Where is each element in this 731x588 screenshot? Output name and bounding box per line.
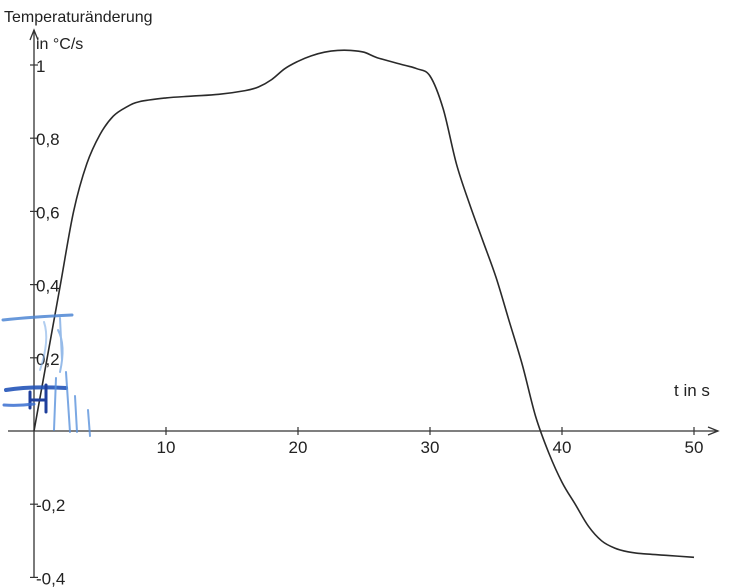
y-tick-label: 0,8: [36, 130, 60, 149]
y-tick-label: 1: [36, 57, 45, 76]
y-axis-arrow: [29, 28, 39, 41]
pen-scribble: [1, 313, 91, 437]
y-tick-label: -0,2: [36, 496, 65, 515]
x-tick-label: 20: [289, 438, 308, 457]
y-tick-label: 0,4: [36, 277, 60, 296]
y-tick-label: 0,6: [36, 203, 60, 222]
x-tick-label: 40: [553, 438, 572, 457]
x-tick-label: 30: [421, 438, 440, 457]
x-tick-label: 10: [157, 438, 176, 457]
x-axis-arrow: [707, 426, 720, 436]
series-line: [33, 49, 695, 559]
x-tick-label: 50: [685, 438, 704, 457]
y-axis-unit-label: in °C/s: [36, 36, 83, 53]
y-tick-label: -0,4: [36, 569, 65, 588]
y-axis-label: Temperaturänderung: [4, 9, 153, 26]
x-axis-label: t in s: [674, 381, 710, 400]
